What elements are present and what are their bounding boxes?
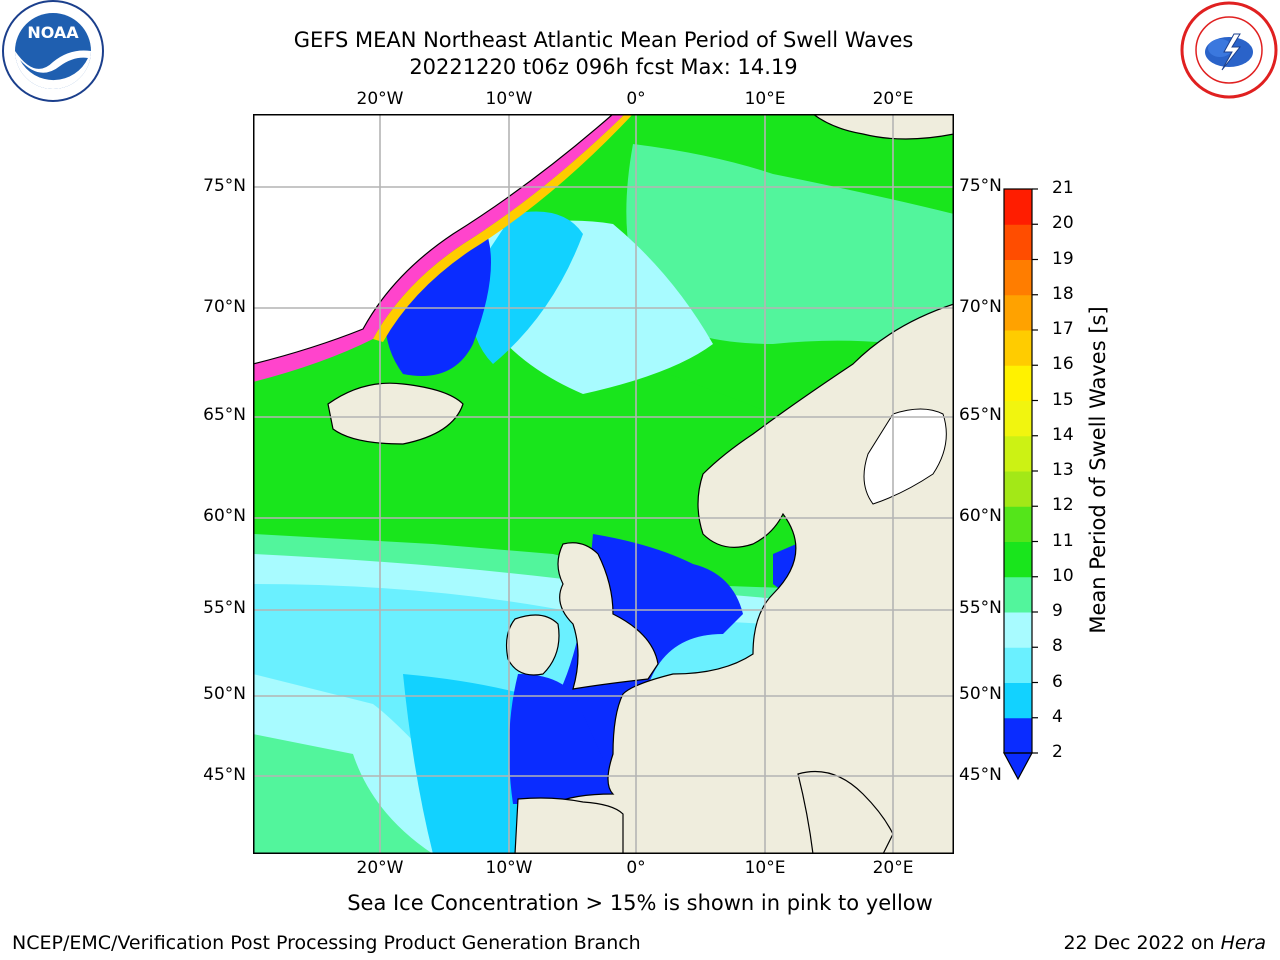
sea-ice-edge <box>253 114 625 382</box>
colorbar-segment <box>1004 717 1032 754</box>
colorbar-tick-label: 6 <box>1052 671 1063 692</box>
colorbar-tick-label: 19 <box>1052 248 1074 269</box>
colorbar-segment <box>1004 259 1032 296</box>
colorbar-segment <box>1004 435 1032 472</box>
lat-label-left: 55°N <box>203 598 246 618</box>
footer-credit: NCEP/EMC/Verification Post Processing Pr… <box>12 932 641 954</box>
colorbar-segment <box>1004 365 1032 401</box>
land-europe <box>522 303 954 854</box>
svg-text:NOAA: NOAA <box>27 23 79 42</box>
colorbar-segment <box>1004 541 1032 578</box>
colorbar-tick-label: 9 <box>1052 601 1063 621</box>
footer-date-text: 22 Dec 2022 on <box>1063 932 1221 954</box>
colorbar-segment <box>1004 330 1032 366</box>
colorbar-tick-label: 2 <box>1052 742 1063 762</box>
colorbar-segment <box>1004 682 1032 719</box>
land-iceland <box>327 382 464 445</box>
colorbar <box>1002 188 1038 781</box>
lat-label-right: 45°N <box>959 765 1002 785</box>
lat-label-right: 50°N <box>959 684 1002 704</box>
lon-label-top: 10°W <box>485 89 533 109</box>
lat-label-left: 75°N <box>203 176 246 196</box>
land-italy <box>797 770 894 854</box>
footer-date: 22 Dec 2022 on Hera <box>1063 932 1266 954</box>
sea-ice-yellow <box>373 114 633 342</box>
land-greenland <box>253 114 614 365</box>
lat-label-left: 65°N <box>203 405 246 425</box>
lon-label-top: 0° <box>626 89 646 109</box>
lon-label-bottom: 20°W <box>356 858 404 878</box>
lon-label-bottom: 0° <box>626 858 646 878</box>
ocean-north-9s <box>626 144 954 354</box>
land-great-britain <box>557 542 659 690</box>
colorbar-tick-label: 10 <box>1052 565 1074 586</box>
biscay-low <box>509 674 623 804</box>
colorbar-tick-label: 17 <box>1052 319 1074 339</box>
map-title: GEFS MEAN Northeast Atlantic Mean Period… <box>293 28 914 52</box>
colorbar-tick-label: 21 <box>1052 178 1074 198</box>
colorbar-tick-label: 12 <box>1052 495 1074 516</box>
colorbar-tick-label: 14 <box>1052 424 1074 445</box>
colorbar-label: Mean Period of Swell Waves [s] <box>1086 306 1110 634</box>
colorbar-tick-label: 11 <box>1052 530 1074 551</box>
colorbar-segment <box>1004 576 1032 613</box>
lon-label-top: 10°E <box>744 89 786 109</box>
lon-label-top: 20°E <box>872 89 914 109</box>
lon-label-bottom: 10°W <box>485 858 533 878</box>
colorbar-extend-arrow <box>1002 752 1034 781</box>
lon-label-bottom: 10°E <box>744 858 786 878</box>
lat-label-right: 60°N <box>959 506 1002 526</box>
colorbar-segment <box>1004 400 1032 437</box>
lon-label-top: 20°W <box>356 89 404 109</box>
nws-logo <box>1180 1 1278 99</box>
colorbar-tick-label: 20 <box>1052 213 1074 234</box>
lat-label-left: 50°N <box>203 684 246 704</box>
lat-label-left: 60°N <box>203 506 246 526</box>
colorbar-segment <box>1004 612 1032 648</box>
lat-label-right: 65°N <box>959 405 1002 425</box>
colorbar-tick-label: 13 <box>1052 460 1074 480</box>
colorbar-tick-label: 16 <box>1052 354 1074 375</box>
map-subtitle: 20221220 t06z 096h fcst Max: 14.19 <box>409 55 798 79</box>
lat-label-left: 45°N <box>203 765 246 785</box>
colorbar-segment <box>1004 471 1032 507</box>
colorbar-segment <box>1004 506 1032 542</box>
lat-label-right: 55°N <box>959 598 1002 618</box>
noaa-logo: NOAA <box>2 0 104 102</box>
colorbar-tick-label: 15 <box>1052 389 1074 410</box>
colorbar-tick-label: 18 <box>1052 283 1074 304</box>
lat-label-right: 75°N <box>959 176 1002 196</box>
map-plot <box>253 114 954 854</box>
colorbar-tick-label: 4 <box>1052 706 1063 727</box>
colorbar-segment <box>1004 294 1032 331</box>
lon-label-bottom: 20°E <box>872 858 914 878</box>
ocean-norwegian-6s <box>470 211 583 364</box>
colorbar-segment <box>1004 647 1032 683</box>
colorbar-segment <box>1004 224 1032 260</box>
graticule <box>253 114 954 854</box>
land-ireland <box>505 614 560 676</box>
colorbar-tick-label: 8 <box>1052 636 1063 657</box>
footer-machine: Hera <box>1220 932 1266 954</box>
lat-label-left: 70°N <box>203 297 246 317</box>
colorbar-segment <box>1004 189 1032 225</box>
land-svalbard <box>811 114 954 140</box>
gulf-of-bothnia <box>863 408 947 505</box>
lat-label-right: 70°N <box>959 297 1002 317</box>
sea-ice-note: Sea Ice Concentration > 15% is shown in … <box>347 891 933 915</box>
land-iberia <box>514 797 624 854</box>
